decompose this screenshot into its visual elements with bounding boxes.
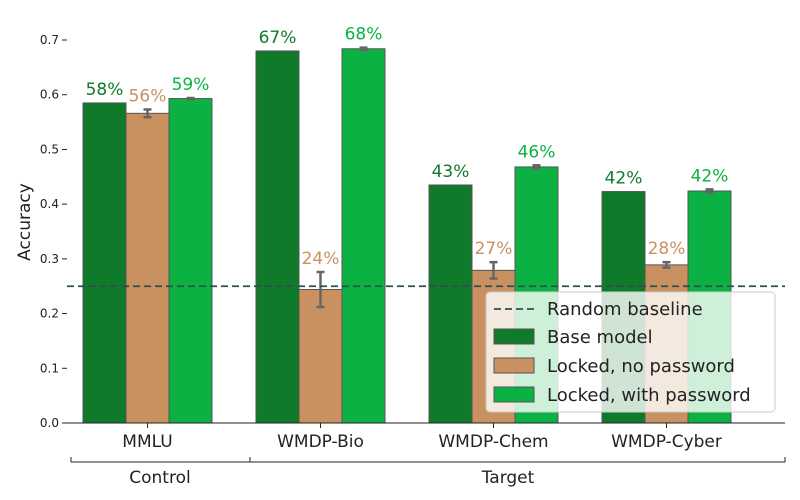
error-bar xyxy=(662,260,671,269)
y-tick-label: 0.0 xyxy=(40,416,59,430)
bar-base-model-mmlu xyxy=(82,102,127,424)
y-tick-label: 0.6 xyxy=(40,88,59,102)
data-labels-layer: 58% 67% 43% 42% 56% 24% 27% 28% 59% 68% 46% 42% xyxy=(86,25,729,269)
error-bars-layer xyxy=(143,46,714,309)
data-label: 46% xyxy=(518,142,556,162)
y-tick-label: 0.3 xyxy=(40,252,59,266)
error-bar xyxy=(143,108,152,119)
data-label: 27% xyxy=(475,239,513,259)
group-label-target: Target xyxy=(481,468,535,488)
bar-locked-no-password-wmdp-bio xyxy=(298,288,343,424)
data-label: 42% xyxy=(605,169,643,189)
data-label: 28% xyxy=(648,239,686,259)
y-tick-label: 0.1 xyxy=(40,361,59,375)
data-label: 67% xyxy=(259,28,297,48)
x-tick-label: MMLU xyxy=(122,432,172,452)
data-label: 58% xyxy=(86,80,124,100)
legend: Random baseline Base model Locked, no pass… xyxy=(485,291,776,413)
group-label-control: Control xyxy=(129,468,190,488)
legend-swatch xyxy=(493,357,535,374)
bar-base-model-wmdp-bio xyxy=(255,50,300,424)
data-label: 43% xyxy=(432,162,470,182)
data-label: 68% xyxy=(345,25,383,45)
data-label: 59% xyxy=(172,75,210,95)
error-bar xyxy=(489,260,498,280)
error-bar xyxy=(705,188,714,194)
bar-locked-with-password-wmdp-bio xyxy=(341,48,386,424)
legend-swatch xyxy=(493,386,535,403)
bar-base-model-wmdp-chem xyxy=(428,184,473,424)
y-axis-title: Accuracy xyxy=(15,183,35,261)
error-bar xyxy=(186,96,195,101)
x-tick-label: WMDP-Chem xyxy=(438,432,548,452)
y-tick-label: 0.5 xyxy=(40,142,59,156)
data-label: 42% xyxy=(691,166,729,186)
x-tick-label: WMDP-Bio xyxy=(277,432,364,452)
error-bar xyxy=(532,164,541,170)
legend-label: Locked, no password xyxy=(547,356,735,377)
data-label: 56% xyxy=(129,86,167,106)
legend-label: Base model xyxy=(547,327,653,348)
y-tick-label: 0.7 xyxy=(40,33,59,47)
legend-label: Locked, with password xyxy=(547,385,751,406)
legend-frame xyxy=(485,291,776,413)
data-label: 24% xyxy=(302,249,340,269)
bar-locked-with-password-mmlu xyxy=(168,98,213,424)
legend-swatch xyxy=(493,328,535,345)
y-tick-label: 0.2 xyxy=(40,307,59,321)
y-tick-label: 0.4 xyxy=(40,197,59,211)
error-bar xyxy=(359,46,368,52)
bar-locked-no-password-mmlu xyxy=(125,112,170,424)
x-tick-label: WMDP-Cyber xyxy=(611,432,722,452)
error-bar xyxy=(316,270,325,309)
legend-baseline-label: Random baseline xyxy=(547,299,703,320)
axes-layer: 0.0 0.1 0.2 0.3 0.4 0.5 0.6 0.7 MMLU WMDP-Bio WMDP… xyxy=(15,33,786,488)
